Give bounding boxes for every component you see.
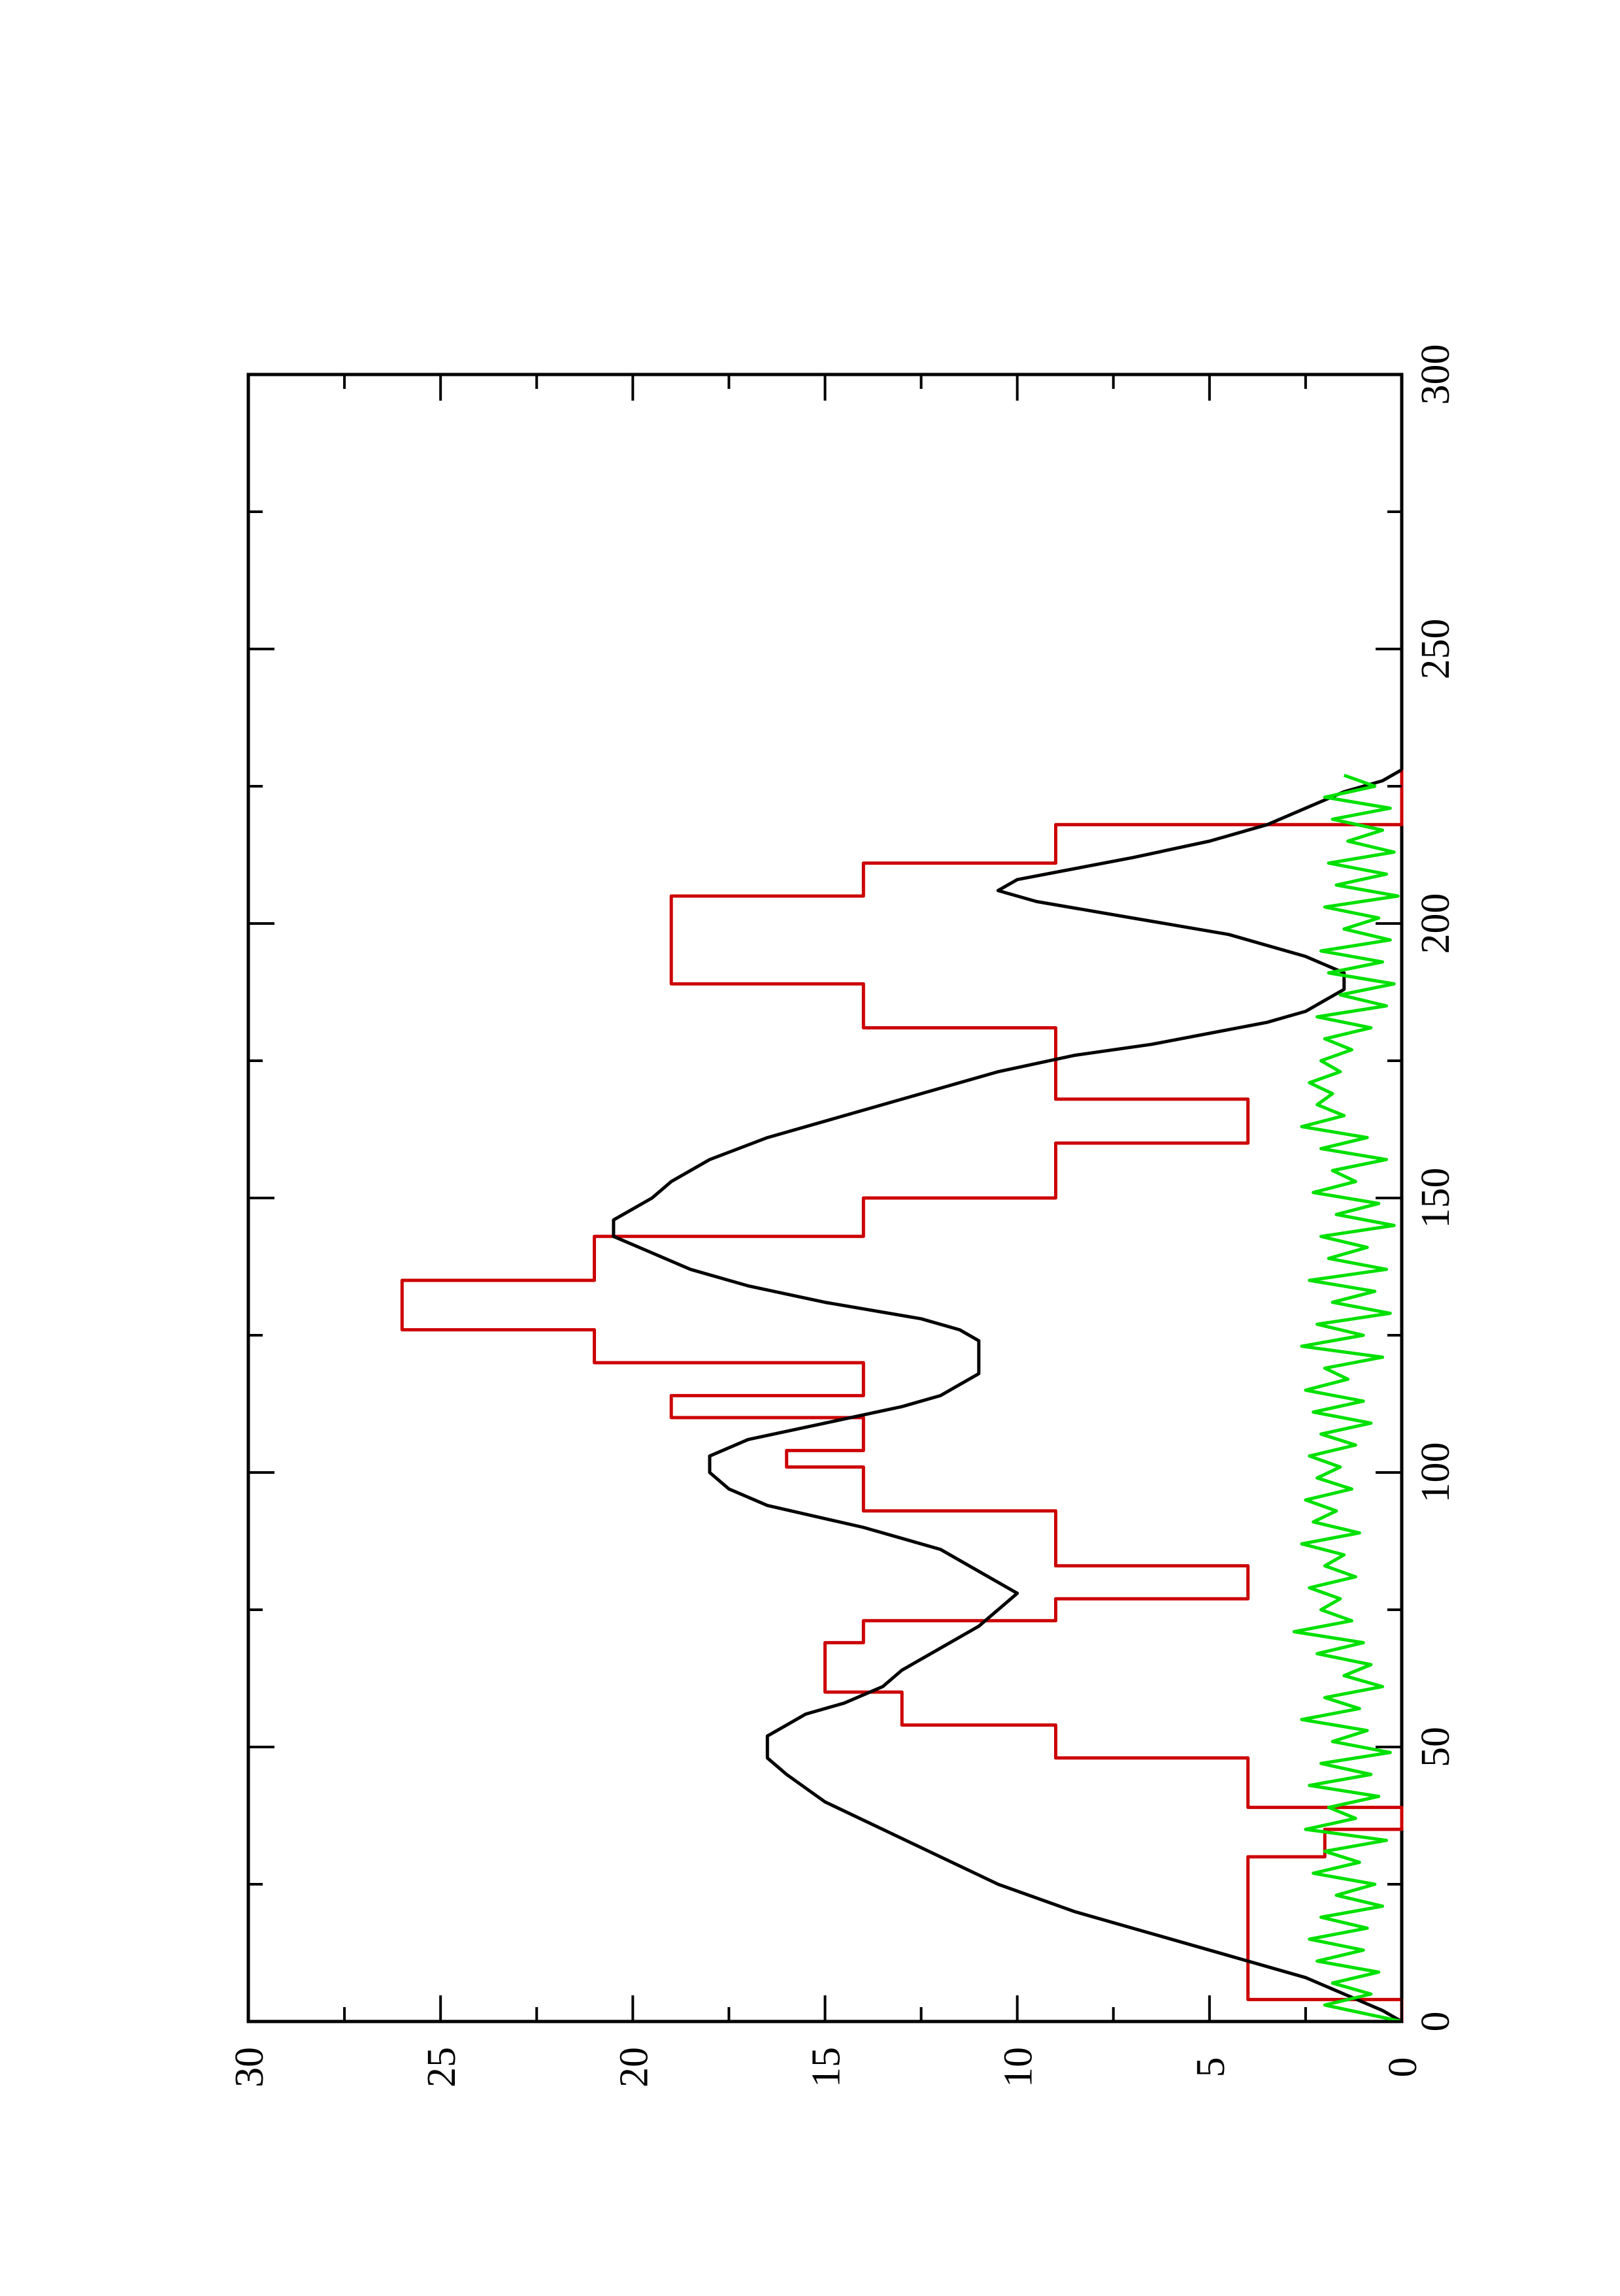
y-tick-label: 20 (612, 2047, 656, 2088)
series-layer (400, 768, 1404, 2023)
tick-labels-layer: 0 50 100 150 200 250 300 0 5 10 15 20 25 30 (227, 344, 1458, 2088)
y-tick-label: 5 (1189, 2057, 1233, 2078)
x-tick-label: 50 (1413, 1727, 1458, 1767)
y-tick-label: 15 (804, 2047, 849, 2088)
y-tick-label: 0 (1381, 2057, 1425, 2078)
y-tick-label: 25 (420, 2047, 464, 2088)
x-tick-label: 250 (1413, 619, 1458, 680)
x-tick-label: 200 (1413, 893, 1458, 954)
x-tick-label: 0 (1413, 2012, 1458, 2032)
x-tick-label: 150 (1413, 1168, 1458, 1229)
x-tick-label: 300 (1413, 344, 1458, 405)
green-series-line (1292, 773, 1402, 2023)
y-tick-label: 30 (227, 2047, 272, 2088)
x-tick-label: 100 (1413, 1442, 1458, 1503)
y-tick-label: 10 (997, 2047, 1041, 2088)
black-series-line (612, 768, 1403, 2023)
red-series-line (400, 769, 1404, 2021)
ticks-layer (247, 373, 1403, 2023)
